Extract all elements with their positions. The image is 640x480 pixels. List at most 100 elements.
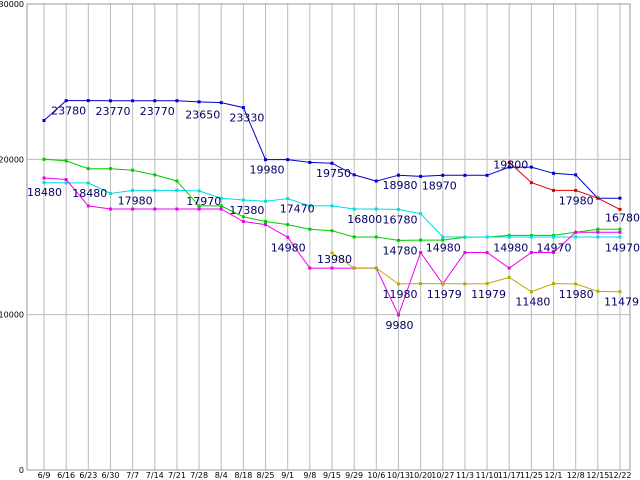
data-point bbox=[64, 99, 68, 103]
x-tick-label: 8/18 bbox=[234, 471, 252, 480]
data-point bbox=[352, 207, 356, 211]
data-label: 11480 bbox=[515, 296, 550, 309]
data-point bbox=[529, 165, 533, 169]
x-tick-label: 9/8 bbox=[303, 471, 316, 480]
data-point bbox=[42, 176, 46, 180]
x-tick-label: 10/27 bbox=[431, 471, 454, 480]
data-point bbox=[241, 219, 245, 223]
x-tick-label: 8/25 bbox=[257, 471, 275, 480]
data-point bbox=[42, 181, 46, 185]
data-point bbox=[441, 235, 445, 239]
data-label: 23780 bbox=[51, 105, 86, 118]
data-point bbox=[330, 251, 334, 255]
data-label: 23770 bbox=[140, 105, 175, 118]
data-point bbox=[507, 165, 511, 169]
data-point bbox=[330, 161, 334, 165]
x-tick-label: 12/15 bbox=[586, 471, 609, 480]
data-label: 16780 bbox=[605, 211, 640, 224]
y-tick-label: 20000 bbox=[0, 155, 24, 164]
data-point bbox=[64, 181, 68, 185]
data-label: 11980 bbox=[382, 288, 417, 301]
data-label: 9980 bbox=[385, 319, 413, 332]
data-label: 14980 bbox=[493, 241, 528, 254]
data-point bbox=[286, 223, 290, 227]
data-point bbox=[131, 188, 135, 192]
data-point bbox=[131, 207, 135, 211]
data-label: 14980 bbox=[426, 241, 461, 254]
data-point bbox=[175, 99, 179, 103]
data-point bbox=[175, 188, 179, 192]
data-point bbox=[574, 230, 578, 234]
x-tick-label: 7/28 bbox=[190, 471, 208, 480]
data-label: 18480 bbox=[27, 186, 62, 199]
data-point bbox=[419, 238, 423, 242]
series-line bbox=[331, 252, 621, 293]
data-point bbox=[131, 168, 135, 172]
x-tick-label: 10/20 bbox=[409, 471, 432, 480]
data-point bbox=[153, 207, 157, 211]
x-tick-label: 9/29 bbox=[345, 471, 363, 480]
data-point bbox=[463, 251, 467, 255]
data-point bbox=[574, 282, 578, 286]
data-point bbox=[507, 266, 511, 270]
data-point bbox=[574, 173, 578, 177]
data-point bbox=[264, 158, 268, 162]
data-point bbox=[596, 289, 600, 293]
data-point bbox=[419, 174, 423, 178]
x-tick-label: 11/3 bbox=[456, 471, 474, 480]
data-point bbox=[264, 223, 268, 227]
data-point bbox=[596, 235, 600, 239]
data-point bbox=[441, 238, 445, 242]
data-point bbox=[419, 282, 423, 286]
data-point bbox=[507, 233, 511, 237]
data-point bbox=[241, 215, 245, 219]
series-points bbox=[42, 99, 622, 317]
data-point bbox=[529, 235, 533, 239]
data-point bbox=[42, 119, 46, 122]
data-point bbox=[153, 173, 157, 177]
data-label: 17470 bbox=[280, 203, 315, 216]
data-label: 17970 bbox=[186, 195, 221, 208]
data-label: 14970 bbox=[605, 241, 640, 254]
data-point bbox=[374, 179, 378, 183]
data-point bbox=[352, 173, 356, 177]
data-point bbox=[374, 207, 378, 211]
data-point bbox=[197, 189, 201, 193]
data-point bbox=[618, 207, 622, 211]
data-point bbox=[219, 207, 223, 211]
data-point bbox=[529, 290, 533, 294]
data-label: 19800 bbox=[493, 158, 528, 171]
x-tick-label: 9/15 bbox=[323, 471, 341, 480]
data-label: 16780 bbox=[382, 213, 417, 226]
data-label: 16800 bbox=[347, 213, 382, 226]
data-point bbox=[264, 219, 268, 223]
x-tick-label: 10/6 bbox=[367, 471, 385, 480]
data-point bbox=[441, 282, 445, 286]
data-point bbox=[131, 99, 135, 103]
data-point bbox=[507, 160, 511, 164]
data-point bbox=[197, 100, 201, 104]
data-point bbox=[286, 158, 290, 162]
data-point bbox=[419, 251, 423, 255]
data-point bbox=[552, 171, 556, 175]
x-tick-label: 10/13 bbox=[387, 471, 410, 480]
data-point bbox=[463, 173, 467, 177]
data-point bbox=[529, 181, 533, 185]
data-point bbox=[618, 235, 622, 239]
x-tick-label: 9/1 bbox=[281, 471, 294, 480]
data-point bbox=[352, 235, 356, 239]
data-point bbox=[197, 204, 201, 208]
data-label: 11980 bbox=[559, 288, 594, 301]
x-tick-label: 7/21 bbox=[168, 471, 186, 480]
data-point bbox=[108, 207, 112, 211]
data-point bbox=[175, 207, 179, 211]
data-label: 23770 bbox=[95, 105, 130, 118]
data-point bbox=[596, 196, 600, 200]
data-label: 18480 bbox=[72, 187, 107, 200]
data-point bbox=[574, 188, 578, 192]
data-point bbox=[64, 178, 68, 182]
x-tick-label: 7/14 bbox=[146, 471, 164, 480]
data-point bbox=[596, 230, 600, 234]
